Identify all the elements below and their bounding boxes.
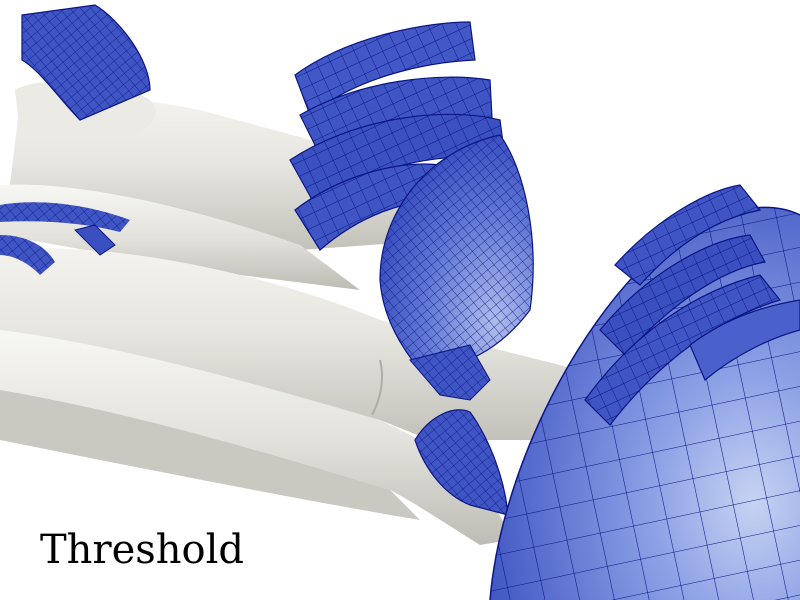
mesh-fan-center [289,21,534,401]
filter-label: Threshold [40,527,245,573]
mesh-fan-top-left [21,4,151,121]
mesh-fan-left [0,202,130,275]
mesh-disk-right [489,184,800,600]
mesh-fan-bottom [414,409,509,516]
threshold-mesh [0,4,800,600]
